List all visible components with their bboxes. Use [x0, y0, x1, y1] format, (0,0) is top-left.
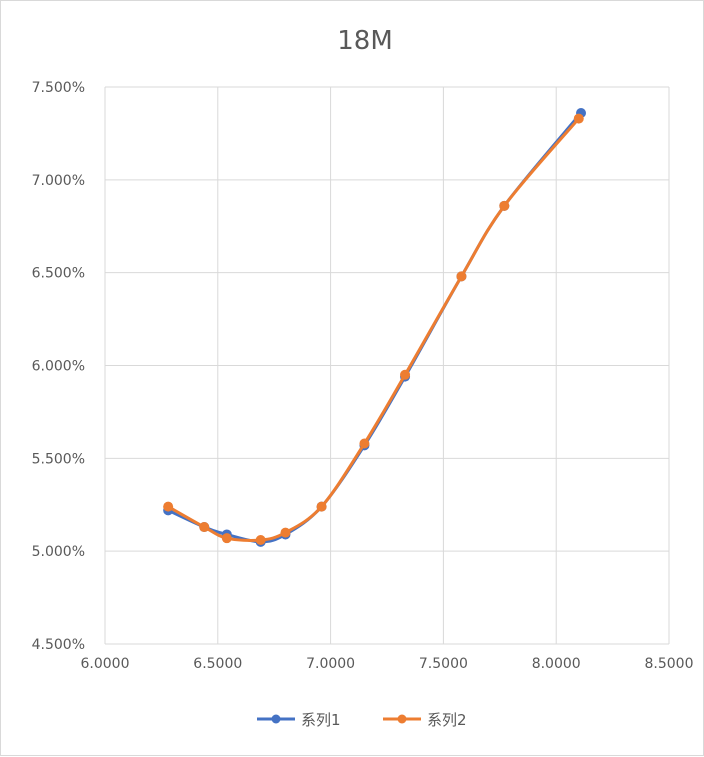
data-point [199, 522, 210, 533]
x-tick-label: 8.5000 [645, 656, 694, 672]
legend-point-marker [271, 714, 281, 724]
legend-label: 系列1 [301, 711, 341, 729]
y-tick-label: 6.500% [32, 266, 85, 282]
data-point [573, 113, 584, 124]
axes: 6.0000 6.5000 7.0000 7.5000 8.0000 8.5000 4.50… [32, 80, 694, 672]
legend-item: 系列1 [257, 711, 341, 729]
y-tick-label: 4.500% [32, 637, 85, 653]
series-line [166, 111, 583, 544]
x-tick-label: 8.0000 [532, 656, 581, 672]
legend-label: 系列2 [427, 711, 467, 729]
x-tick-label: 7.0000 [306, 656, 355, 672]
y-tick-label: 7.500% [32, 80, 85, 96]
y-tick-label: 7.000% [32, 173, 85, 189]
x-tick-label: 6.5000 [193, 656, 242, 672]
data-point [316, 501, 327, 512]
x-tick-label: 6.0000 [81, 656, 130, 672]
series-layer [163, 107, 587, 547]
data-point [163, 501, 174, 512]
x-tick-label: 7.5000 [419, 656, 468, 672]
series-2 [163, 113, 584, 546]
data-point [400, 369, 411, 380]
series-line [166, 117, 581, 542]
y-tick-label: 6.000% [32, 359, 85, 375]
chart-title: 18M [337, 26, 393, 56]
legend-point-marker [397, 714, 407, 724]
legend: 系列1 系列2 [257, 711, 467, 729]
data-point [359, 438, 370, 449]
y-tick-label: 5.500% [32, 451, 85, 467]
legend-item: 系列2 [383, 711, 467, 729]
data-point [499, 200, 510, 211]
data-point [221, 533, 232, 544]
data-point [255, 535, 266, 546]
data-point [280, 527, 291, 538]
data-point [456, 271, 467, 282]
y-tick-label: 5.000% [32, 544, 85, 560]
series-1 [163, 107, 587, 547]
gridlines [104, 86, 670, 645]
